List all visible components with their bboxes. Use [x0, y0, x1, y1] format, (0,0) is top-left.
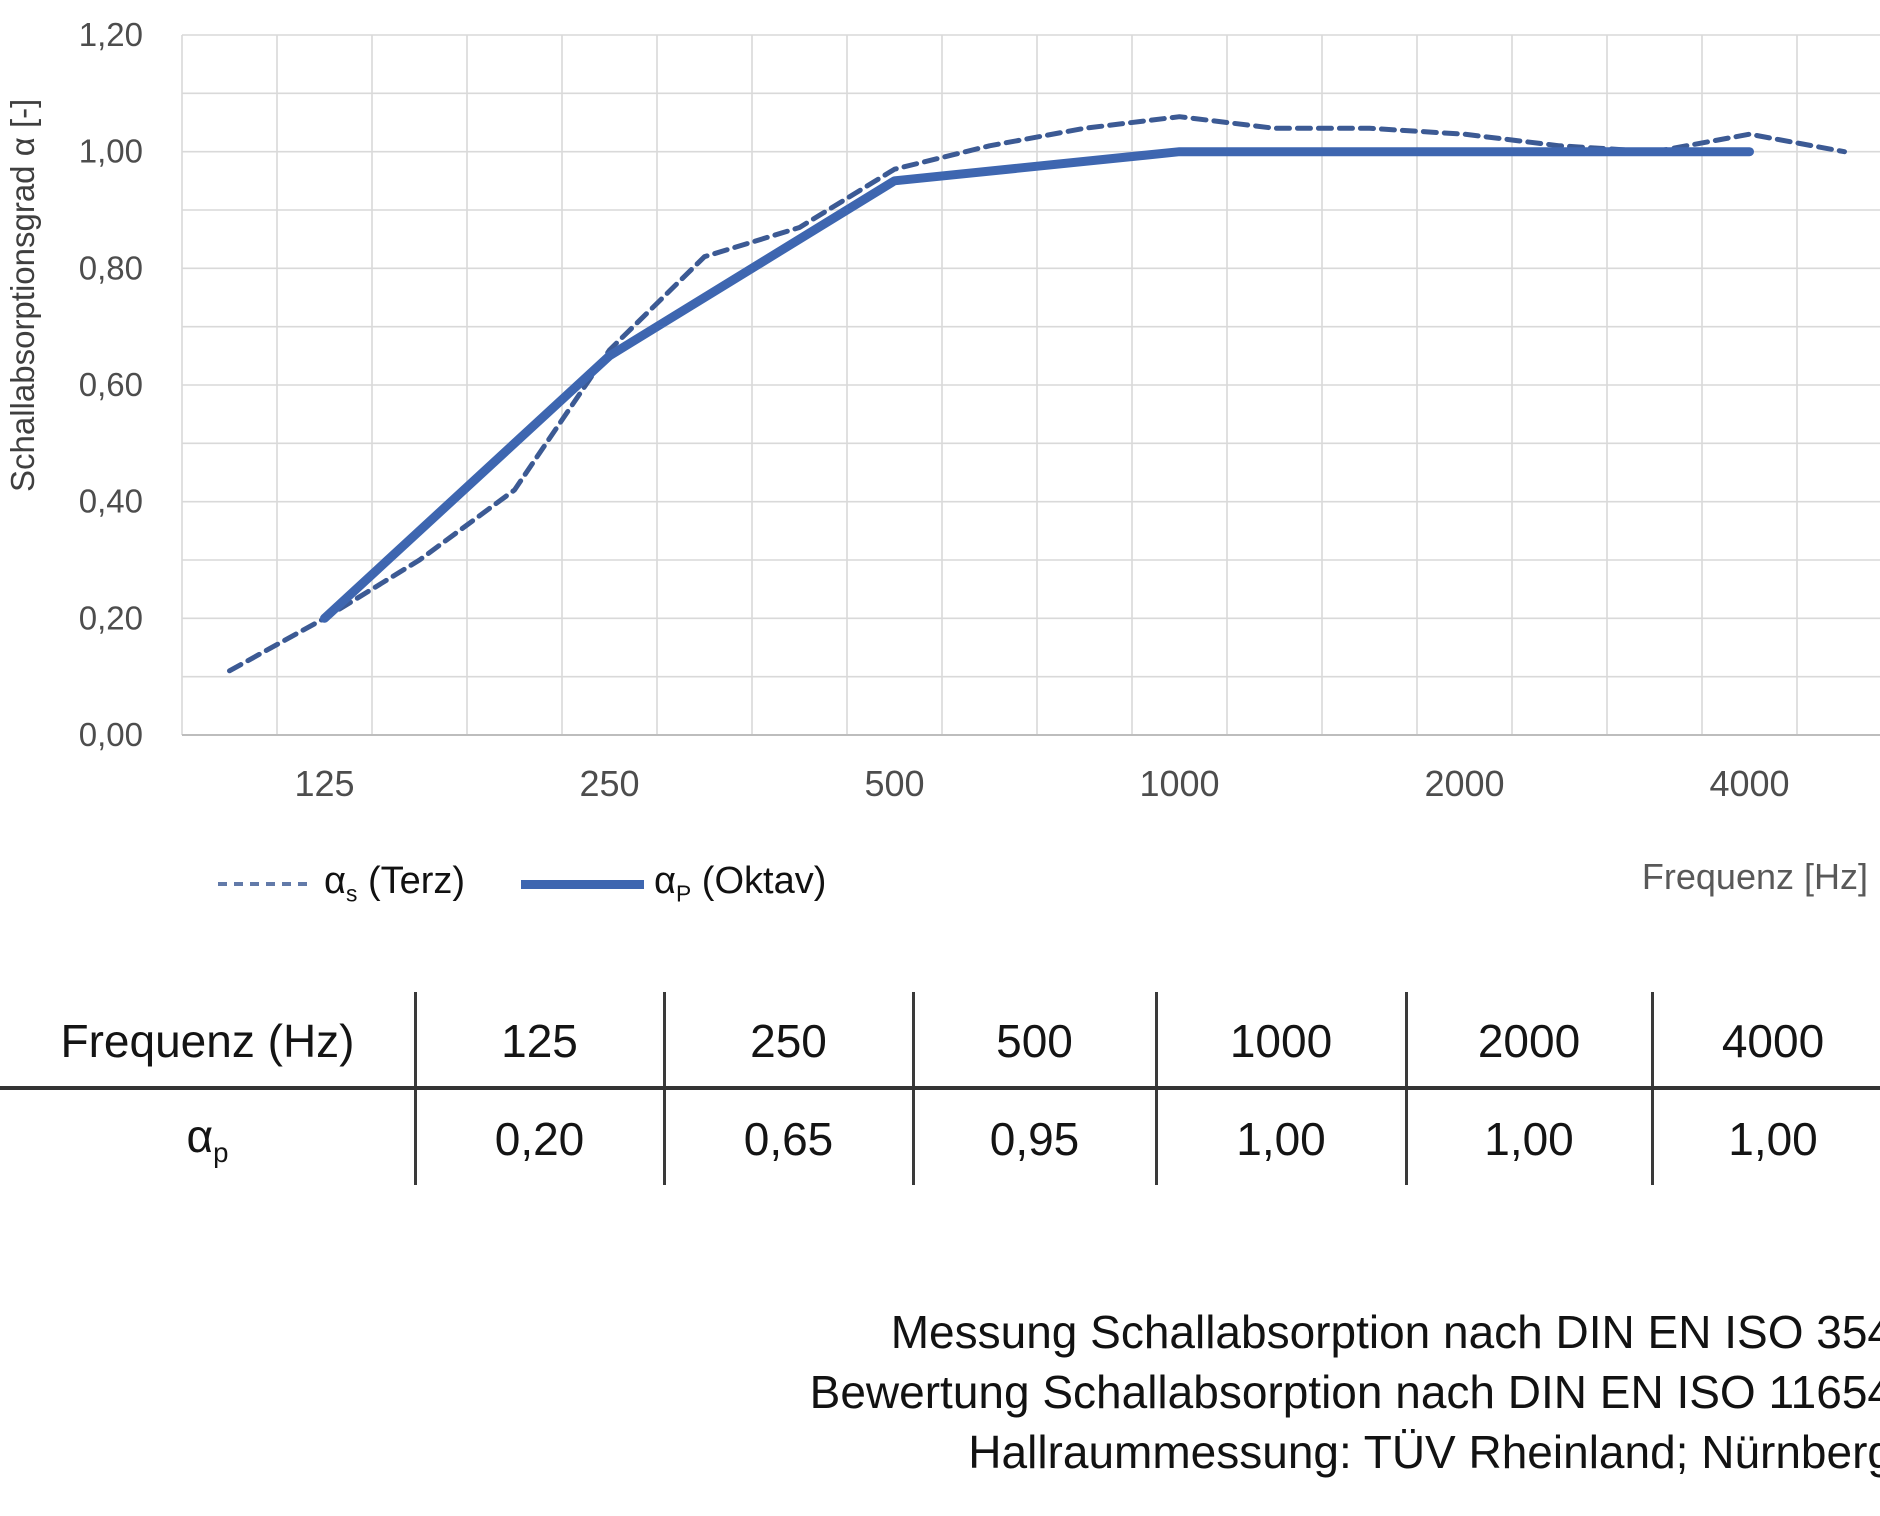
table-cell-alpha-p-value: 0,65: [743, 1113, 834, 1165]
legend-solid-line-sample: [521, 879, 645, 889]
table-header-value: 4000: [1721, 1015, 1825, 1067]
y-tick-label: 0,20: [79, 599, 143, 636]
alpha-s-terz-line: [227, 114, 1847, 674]
footnote-line: Hallraummessung: TÜV Rheinland; Nürnberg: [968, 1426, 1880, 1478]
table-row-label-alpha-p: αp: [186, 1109, 229, 1169]
table-cell-alpha-p-value: 1,00: [1728, 1113, 1818, 1165]
table-header-value: 250: [750, 1015, 827, 1067]
table-header-value: 1000: [1229, 1015, 1333, 1067]
x-tick-label: 500: [864, 763, 924, 804]
measurement-standards-footnote: Messung Schallabsorption nach DIN EN ISO…: [810, 1302, 1880, 1482]
y-axis-title: Schallabsorptionsgrad α [-]: [4, 98, 41, 492]
chart-legend: αs (Terz) αP (Oktav): [218, 858, 826, 910]
x-tick-label: 2000: [1424, 763, 1504, 804]
y-tick-label: 0,60: [79, 366, 143, 403]
legend-label-alpha-s-terz: αs (Terz): [324, 860, 466, 907]
x-axis-title: Frequenz [Hz]: [1641, 856, 1868, 897]
y-tick-label: 1,20: [79, 16, 143, 53]
y-tick-label: 0,80: [79, 249, 143, 286]
legend-label-alpha-p-oktav: αP (Oktav): [654, 860, 827, 907]
absorption-line-chart: 125 250 500 1000 2000 4000 1,20 1,00 0,80 0,60 0,4…: [79, 16, 1880, 804]
footnote-line: Bewertung Schallabsorption nach DIN EN I…: [809, 1366, 1880, 1418]
table-header-value: 500: [996, 1015, 1073, 1067]
footnote-line: Messung Schallabsorption nach DIN EN ISO…: [890, 1306, 1880, 1358]
x-tick-label: 250: [579, 763, 639, 804]
alpha-p-oktav-line: [320, 147, 1754, 623]
y-tick-label: 0,40: [79, 483, 143, 520]
y-tick-label: 1,00: [79, 133, 143, 170]
x-tick-label: 1000: [1139, 763, 1219, 804]
table-cell-alpha-p-value: 1,00: [1484, 1113, 1574, 1165]
table-row-divider: [0, 1086, 1880, 1090]
table-header-value: 125: [501, 1015, 578, 1067]
table-cell-alpha-p-value: 0,20: [494, 1113, 585, 1165]
table-cell-alpha-p-value: 1,00: [1236, 1113, 1326, 1165]
table-cell-alpha-p-value: 0,95: [989, 1113, 1080, 1165]
y-tick-label: 0,00: [79, 716, 143, 753]
x-tick-label: 125: [294, 763, 354, 804]
table-header-frequency: Frequenz (Hz): [60, 1015, 355, 1067]
table-header-value: 2000: [1477, 1015, 1581, 1067]
x-tick-label: 4000: [1709, 763, 1789, 804]
legend-dashed-line-sample: [218, 882, 310, 886]
